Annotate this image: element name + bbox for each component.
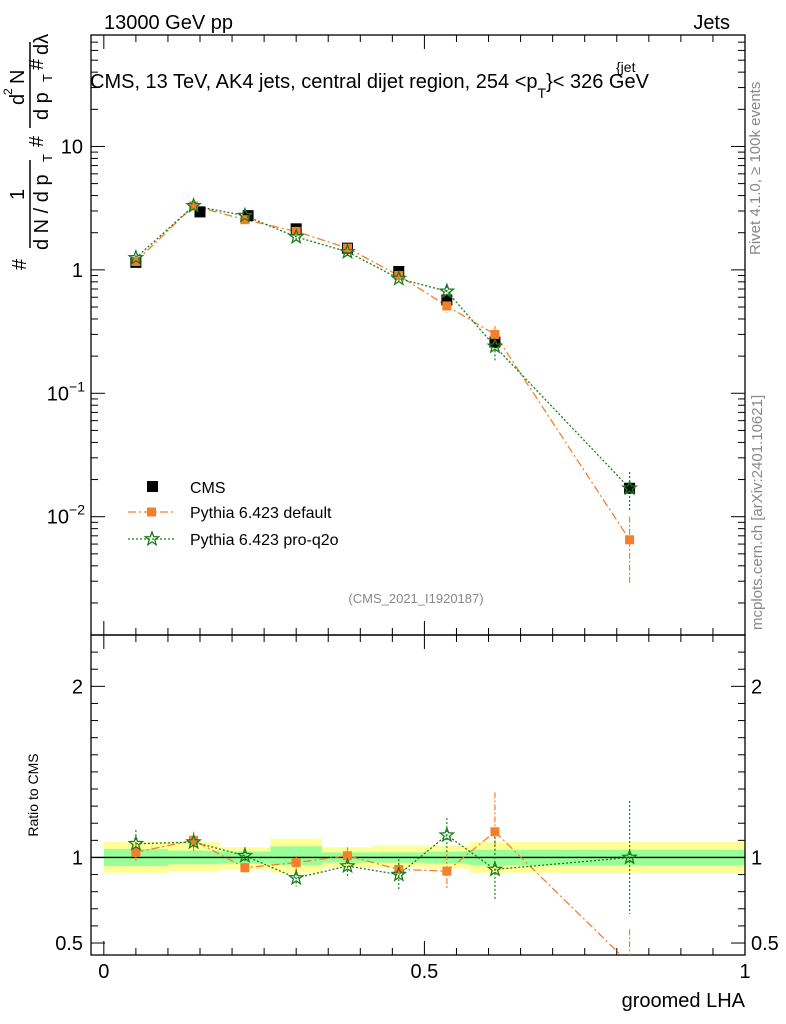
ratio-point xyxy=(339,857,356,874)
ratio-point xyxy=(236,846,254,863)
ratio-point xyxy=(189,835,199,845)
main-point xyxy=(342,243,352,253)
ratio-ytick-label: 0.5 xyxy=(55,933,83,955)
ratio-point xyxy=(490,827,500,837)
main-series-line-2 xyxy=(135,205,631,489)
ratio-point xyxy=(131,847,141,857)
x-tick-label: 0 xyxy=(98,961,109,983)
main-ytick-label: 10 xyxy=(61,136,83,158)
legend-default-marker xyxy=(147,507,156,517)
x-tick-label: 0.5 xyxy=(411,961,439,983)
rivet-label: Rivet 4.1.0, ≥ 100k events xyxy=(747,82,764,255)
mcplots-label: mcplots.cern.ch [arXiv:2401.10621] xyxy=(749,395,766,630)
ratio-point xyxy=(438,826,456,843)
ratio-ytick-label-right: 1 xyxy=(751,847,762,869)
ratio-point xyxy=(621,848,638,865)
header-left: 13000 GeV pp xyxy=(104,12,233,34)
ratio-ylabel: Ratio to CMS xyxy=(25,753,41,836)
main-point xyxy=(625,535,635,545)
main-point xyxy=(236,206,254,223)
main-point xyxy=(441,294,453,306)
main-point xyxy=(189,201,199,211)
main-markers xyxy=(127,197,638,545)
legend-cms-label: CMS xyxy=(190,480,226,497)
main-axes: 10−2 10−1 1 10 xyxy=(47,34,746,636)
analysis-watermark: (CMS_2021_I1920187) xyxy=(348,591,483,606)
legend: CMS Pythia 6.423 default Pythia 6.423 pr… xyxy=(128,480,339,549)
x-tick-label: 1 xyxy=(739,961,750,983)
ylabel-hash2: # xyxy=(26,135,48,147)
main-point xyxy=(127,249,145,266)
ylabel-one: 1 xyxy=(7,189,29,200)
legend-cms-marker xyxy=(147,481,158,492)
main-panel: 10−2 10−1 1 10 CMS, 13 TeV, AK4 jets, centr… xyxy=(1,34,746,636)
ratio-markers xyxy=(127,826,638,968)
ratio-point xyxy=(625,959,634,968)
ratio-axes: 0.5 0.51 12 20 0.5 1 xyxy=(55,634,779,983)
main-title: CMS, 13 TeV, AK4 jets, central dijet reg… xyxy=(90,71,650,101)
ratio-point xyxy=(486,860,504,877)
main-ytick-label: 1 xyxy=(72,260,83,282)
ratio-series-line-1 xyxy=(135,834,630,879)
main-point xyxy=(442,301,452,311)
ratio-point xyxy=(390,865,408,882)
main-point xyxy=(621,479,638,496)
main-point xyxy=(394,271,404,281)
ylabel-d-sub: T xyxy=(40,74,55,82)
ylabel-denom-sub: T xyxy=(40,154,55,162)
main-point xyxy=(240,215,250,225)
main-series-lines xyxy=(135,205,631,541)
main-point xyxy=(486,337,504,354)
ratio-panel: 0.5 0.51 12 20 0.5 1 Ratio to CMS groomed LHA xyxy=(25,634,779,1012)
main-point xyxy=(489,336,501,348)
main-error-bars xyxy=(135,203,631,585)
main-point xyxy=(490,329,500,339)
main-point xyxy=(185,197,202,213)
ratio-point xyxy=(127,834,145,851)
main-ytick-label: 10−2 xyxy=(47,502,85,529)
ratio-point xyxy=(442,866,452,876)
ratio-ytick-label-right: 2 xyxy=(751,676,762,698)
ylabel-hash3: # xyxy=(26,58,48,70)
ratio-frame xyxy=(90,634,746,956)
ratio-point xyxy=(185,833,202,850)
ylabel-d: d p xyxy=(31,92,53,120)
legend-default-label: Pythia 6.423 default xyxy=(190,505,332,522)
main-ytick-label: 10−1 xyxy=(47,378,85,405)
main-point xyxy=(338,242,356,259)
ratio-bands xyxy=(103,838,745,873)
main-point xyxy=(438,282,456,299)
ratio-error-bars xyxy=(135,792,631,955)
ratio-ytick-label: 1 xyxy=(72,847,83,869)
main-series-line-1 xyxy=(135,205,631,541)
main-point xyxy=(194,206,206,218)
main-ylabel: # 1 d N / d p T # d 2 N d p T # dλ xyxy=(1,34,55,270)
legend-proq2o-label: Pythia 6.423 pro-q2o xyxy=(190,532,339,549)
main-point xyxy=(390,269,408,286)
main-point xyxy=(287,228,305,245)
ratio-point xyxy=(287,869,305,886)
main-title-text: CMS, 13 TeV, AK4 jets, central dijet reg… xyxy=(90,71,538,93)
ylabel-num: d xyxy=(7,94,29,105)
ylabel-num-sup: 2 xyxy=(1,88,15,95)
header-right: Jets xyxy=(693,12,730,34)
ratio-point xyxy=(342,851,352,861)
ylabel-num-rest: N xyxy=(7,70,29,84)
ratio-point xyxy=(291,858,301,868)
ylabel-denom: d N / d p xyxy=(31,174,53,250)
legend-proq2o-marker xyxy=(143,530,161,547)
ratio-ytick-label-right: 0.5 xyxy=(751,933,779,955)
ratio-ytick-label: 2 xyxy=(72,676,83,698)
main-point xyxy=(624,482,636,494)
ratio-point xyxy=(240,863,250,873)
ylabel-dlam: dλ xyxy=(31,34,53,55)
main-title-sub: T xyxy=(538,85,547,101)
x-axis-label: groomed LHA xyxy=(622,990,746,1012)
ylabel-hash1: # xyxy=(9,258,31,270)
main-title-end: }< 326 GeV xyxy=(546,71,650,93)
main-title-sup: {jet xyxy=(616,59,636,75)
